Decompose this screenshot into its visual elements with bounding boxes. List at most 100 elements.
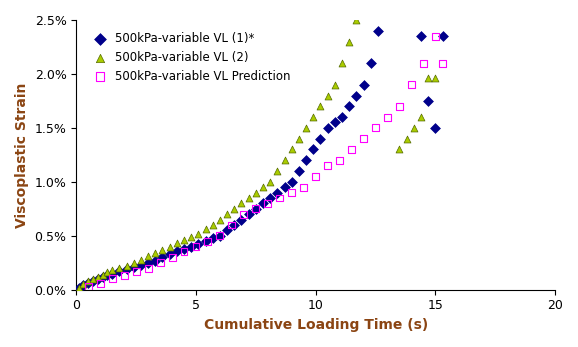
500kPa-variable VL (2) (280, 158, 289, 163)
500kPa-variable VL Prediction (143, 265, 153, 271)
500kPa-variable VL (2) (316, 103, 325, 109)
500kPa-variable VL (2) (359, 0, 368, 1)
500kPa-variable VL (2) (79, 281, 88, 287)
500kPa-variable VL (1)* (79, 282, 88, 288)
500kPa-variable VL (1)* (258, 201, 268, 206)
500kPa-variable VL (1)* (237, 217, 246, 222)
500kPa-variable VL Prediction (407, 82, 416, 87)
500kPa-variable VL (2) (84, 278, 93, 284)
500kPa-variable VL (1)* (194, 242, 203, 247)
500kPa-variable VL Prediction (359, 136, 368, 142)
500kPa-variable VL (2) (158, 247, 167, 253)
500kPa-variable VL (2) (215, 217, 224, 222)
500kPa-variable VL Prediction (287, 190, 297, 195)
500kPa-variable VL (2) (103, 270, 112, 275)
Legend: 500kPa-variable VL (1)*, 500kPa-variable VL (2), 500kPa-variable VL Prediction: 500kPa-variable VL (1)*, 500kPa-variable… (82, 26, 297, 88)
500kPa-variable VL (1)* (151, 258, 160, 263)
500kPa-variable VL (1)* (136, 262, 146, 268)
500kPa-variable VL (1)* (158, 255, 167, 260)
500kPa-variable VL (1)* (352, 93, 361, 98)
500kPa-variable VL (2) (74, 285, 83, 290)
500kPa-variable VL (1)* (179, 246, 188, 252)
500kPa-variable VL (1)* (122, 266, 131, 272)
500kPa-variable VL (1)* (309, 147, 318, 152)
500kPa-variable VL (2) (88, 276, 98, 282)
500kPa-variable VL Prediction (132, 269, 141, 274)
500kPa-variable VL (1)* (223, 228, 232, 233)
500kPa-variable VL (1)* (108, 271, 117, 276)
500kPa-variable VL Prediction (311, 174, 320, 179)
500kPa-variable VL (1)* (187, 244, 196, 249)
500kPa-variable VL Prediction (347, 147, 356, 152)
500kPa-variable VL (2) (179, 237, 188, 243)
500kPa-variable VL (2) (352, 17, 361, 23)
500kPa-variable VL (1)* (424, 98, 433, 104)
500kPa-variable VL Prediction (191, 244, 201, 249)
500kPa-variable VL (2) (431, 76, 440, 81)
Y-axis label: Viscoplastic Strain: Viscoplastic Strain (15, 82, 29, 228)
500kPa-variable VL Prediction (179, 249, 188, 255)
500kPa-variable VL (1)* (98, 274, 108, 280)
500kPa-variable VL (2) (136, 257, 146, 262)
500kPa-variable VL (1)* (84, 280, 93, 286)
500kPa-variable VL (2) (194, 231, 203, 236)
500kPa-variable VL Prediction (168, 255, 177, 260)
500kPa-variable VL (2) (302, 125, 311, 131)
500kPa-variable VL (2) (416, 114, 425, 120)
500kPa-variable VL (1)* (143, 260, 153, 265)
500kPa-variable VL (2) (201, 227, 210, 232)
500kPa-variable VL (2) (93, 274, 102, 280)
500kPa-variable VL (2) (122, 263, 131, 269)
500kPa-variable VL Prediction (108, 276, 117, 282)
500kPa-variable VL (2) (223, 211, 232, 217)
500kPa-variable VL (1)* (251, 206, 261, 212)
500kPa-variable VL (2) (187, 234, 196, 240)
500kPa-variable VL (2) (244, 195, 253, 201)
500kPa-variable VL (1)* (115, 269, 124, 274)
500kPa-variable VL (1)* (294, 168, 303, 174)
500kPa-variable VL (1)* (431, 125, 440, 131)
500kPa-variable VL (2) (344, 39, 354, 44)
500kPa-variable VL (1)* (244, 211, 253, 217)
500kPa-variable VL (2) (108, 268, 117, 273)
500kPa-variable VL (1)* (74, 285, 83, 290)
500kPa-variable VL (2) (143, 254, 153, 259)
500kPa-variable VL (1)* (165, 251, 174, 257)
500kPa-variable VL (2) (265, 179, 275, 185)
500kPa-variable VL Prediction (419, 60, 428, 66)
500kPa-variable VL (1)* (88, 278, 98, 284)
500kPa-variable VL (2) (115, 265, 124, 271)
500kPa-variable VL (1)* (359, 82, 368, 87)
500kPa-variable VL (1)* (215, 233, 224, 238)
500kPa-variable VL (2) (338, 60, 347, 66)
500kPa-variable VL (1)* (229, 222, 239, 228)
500kPa-variable VL Prediction (438, 60, 447, 66)
500kPa-variable VL (1)* (129, 264, 138, 270)
500kPa-variable VL (2) (237, 201, 246, 206)
500kPa-variable VL (1)* (265, 195, 275, 201)
500kPa-variable VL (1)* (201, 238, 210, 244)
500kPa-variable VL (1)* (302, 158, 311, 163)
500kPa-variable VL (2) (251, 190, 261, 195)
500kPa-variable VL Prediction (203, 238, 213, 244)
500kPa-variable VL (2) (309, 114, 318, 120)
500kPa-variable VL (1)* (273, 190, 282, 195)
500kPa-variable VL (2) (402, 136, 412, 142)
500kPa-variable VL (2) (323, 93, 332, 98)
500kPa-variable VL Prediction (227, 222, 236, 228)
500kPa-variable VL (2) (273, 168, 282, 174)
X-axis label: Cumulative Loading Time (s): Cumulative Loading Time (s) (203, 318, 428, 332)
500kPa-variable VL (2) (395, 147, 404, 152)
500kPa-variable VL (1)* (287, 179, 297, 185)
500kPa-variable VL (1)* (438, 33, 447, 39)
500kPa-variable VL (1)* (330, 120, 339, 125)
500kPa-variable VL (1)* (103, 272, 112, 277)
500kPa-variable VL (2) (229, 206, 239, 212)
500kPa-variable VL (2) (258, 185, 268, 190)
500kPa-variable VL Prediction (431, 33, 440, 39)
500kPa-variable VL Prediction (155, 260, 165, 265)
500kPa-variable VL (2) (129, 260, 138, 265)
500kPa-variable VL Prediction (95, 280, 105, 286)
500kPa-variable VL (1)* (373, 28, 383, 34)
500kPa-variable VL Prediction (84, 284, 93, 289)
